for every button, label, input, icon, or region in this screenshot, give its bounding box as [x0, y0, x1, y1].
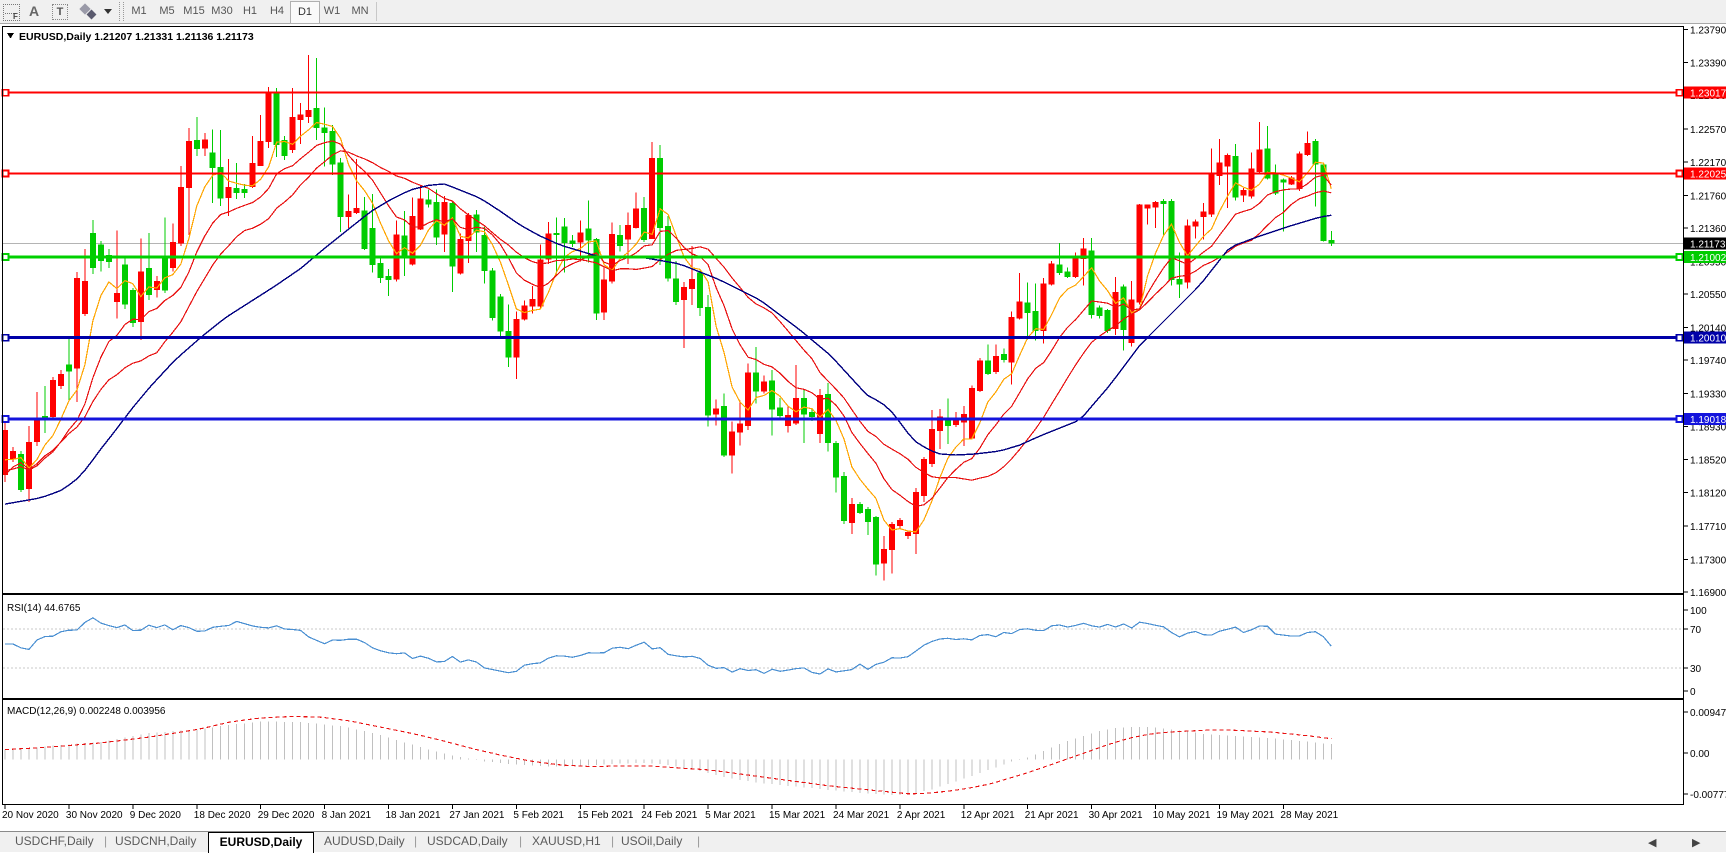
svg-text:1.20140: 1.20140	[1690, 324, 1726, 335]
svg-text:1.19330: 1.19330	[1690, 390, 1726, 401]
svg-text:-0.007778: -0.007778	[1690, 790, 1726, 801]
svg-text:1.22025: 1.22025	[1690, 170, 1726, 181]
svg-text:8 Jan 2021: 8 Jan 2021	[322, 810, 372, 821]
svg-text:1.22570: 1.22570	[1690, 125, 1726, 136]
svg-text:1.18520: 1.18520	[1690, 456, 1726, 467]
svg-text:EURUSD,Daily 1.21207 1.21331: EURUSD,Daily 1.21207 1.21331 1.21136 1.2…	[19, 31, 254, 43]
svg-text:1.23390: 1.23390	[1690, 58, 1726, 69]
svg-text:RSI(14) 44.6765: RSI(14) 44.6765	[7, 603, 81, 614]
svg-text:1.20010: 1.20010	[1690, 334, 1726, 345]
svg-text:70: 70	[1690, 625, 1702, 636]
svg-text:100: 100	[1690, 606, 1707, 617]
svg-text:1.23017: 1.23017	[1690, 89, 1726, 100]
svg-text:29 Dec 2020: 29 Dec 2020	[258, 810, 315, 821]
svg-text:1.23790: 1.23790	[1690, 26, 1726, 37]
svg-text:1.20550: 1.20550	[1690, 290, 1726, 301]
svg-text:12 Apr 2021: 12 Apr 2021	[961, 810, 1015, 821]
svg-text:1.19018: 1.19018	[1690, 415, 1726, 426]
svg-text:18 Jan 2021: 18 Jan 2021	[386, 810, 441, 821]
svg-text:24 Feb 2021: 24 Feb 2021	[641, 810, 698, 821]
svg-text:0.009478: 0.009478	[1690, 708, 1726, 719]
svg-text:18 Dec 2020: 18 Dec 2020	[194, 810, 251, 821]
svg-text:0.00: 0.00	[1690, 749, 1710, 760]
svg-text:1.17300: 1.17300	[1690, 555, 1726, 566]
svg-text:5 Mar 2021: 5 Mar 2021	[705, 810, 756, 821]
svg-text:30 Nov 2020: 30 Nov 2020	[66, 810, 123, 821]
svg-text:28 May 2021: 28 May 2021	[1280, 810, 1338, 821]
svg-text:21 Apr 2021: 21 Apr 2021	[1025, 810, 1079, 821]
svg-text:1.18930: 1.18930	[1690, 422, 1726, 433]
svg-text:10 May 2021: 10 May 2021	[1153, 810, 1211, 821]
svg-text:MACD(12,26,9) 0.002248 0.00395: MACD(12,26,9) 0.002248 0.003956	[7, 706, 166, 717]
svg-text:1.22170: 1.22170	[1690, 158, 1726, 169]
svg-text:1.21173: 1.21173	[1690, 239, 1726, 250]
svg-text:19 May 2021: 19 May 2021	[1217, 810, 1275, 821]
svg-text:30 Apr 2021: 30 Apr 2021	[1089, 810, 1143, 821]
svg-text:24 Mar 2021: 24 Mar 2021	[833, 810, 890, 821]
svg-text:1.17710: 1.17710	[1690, 522, 1726, 533]
svg-text:1.19740: 1.19740	[1690, 356, 1726, 367]
svg-text:0: 0	[1690, 687, 1696, 698]
svg-text:30: 30	[1690, 664, 1702, 675]
svg-text:15 Feb 2021: 15 Feb 2021	[577, 810, 634, 821]
svg-text:1.21360: 1.21360	[1690, 224, 1726, 235]
svg-text:1.16900: 1.16900	[1690, 588, 1726, 599]
svg-text:1.21002: 1.21002	[1690, 253, 1726, 264]
svg-text:5 Feb 2021: 5 Feb 2021	[513, 810, 564, 821]
svg-text:27 Jan 2021: 27 Jan 2021	[449, 810, 504, 821]
svg-text:1.21760: 1.21760	[1690, 191, 1726, 202]
svg-text:15 Mar 2021: 15 Mar 2021	[769, 810, 826, 821]
svg-text:1.18120: 1.18120	[1690, 488, 1726, 499]
svg-text:9 Dec 2020: 9 Dec 2020	[130, 810, 182, 821]
svg-text:20 Nov 2020: 20 Nov 2020	[2, 810, 59, 821]
svg-text:2 Apr 2021: 2 Apr 2021	[897, 810, 946, 821]
